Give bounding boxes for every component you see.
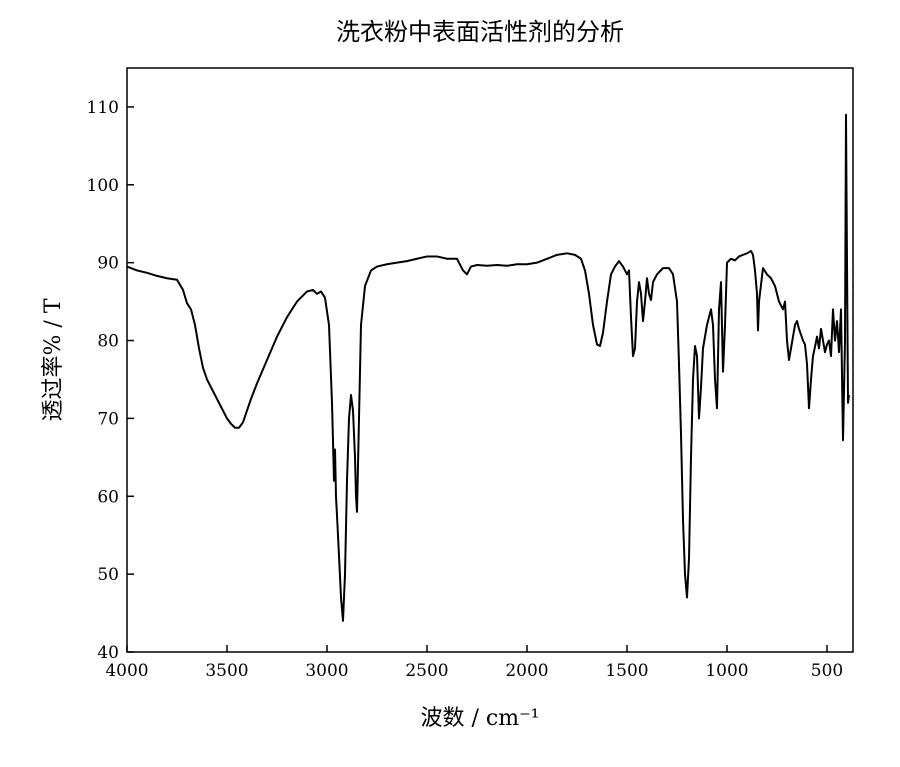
x-tick-label: 1000 <box>705 661 748 681</box>
y-axis-label: 透过率% / T <box>41 298 66 421</box>
y-tick-label: 60 <box>97 487 119 507</box>
x-tick-label: 500 <box>811 661 843 681</box>
y-tick-label: 50 <box>97 565 119 585</box>
plot-frame <box>126 67 854 653</box>
x-axis-label: 波数 / cm⁻¹ <box>420 706 539 731</box>
chart-title: 洗衣粉中表面活性剂的分析 <box>336 18 624 46</box>
y-tick-label: 100 <box>87 176 119 196</box>
spectrum-line <box>126 113 850 622</box>
x-tick-label: 2500 <box>405 661 448 681</box>
x-tick-label: 4000 <box>105 661 148 681</box>
x-tick-label: 3000 <box>305 661 348 681</box>
x-tick-label: 3500 <box>205 661 248 681</box>
y-tick-label: 110 <box>87 98 119 118</box>
x-tick-label: 1500 <box>605 661 648 681</box>
y-tick-label: 70 <box>97 409 119 429</box>
y-tick-label: 80 <box>97 332 119 352</box>
y-tick-label: 40 <box>97 643 119 663</box>
x-tick-label: 2000 <box>505 661 548 681</box>
y-tick-label: 90 <box>97 254 119 274</box>
